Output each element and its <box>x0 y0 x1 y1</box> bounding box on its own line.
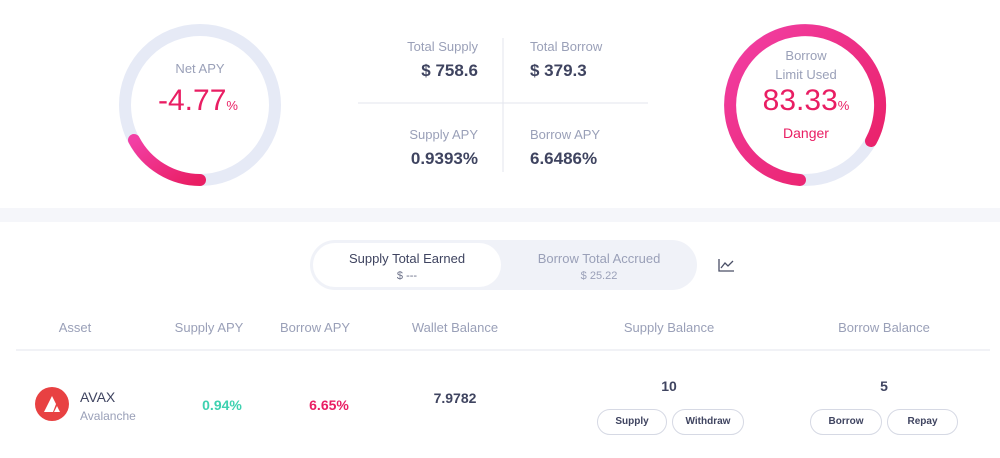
label: Supply APY <box>409 127 478 142</box>
asset-name: Avalanche <box>80 409 136 423</box>
supply-balance: 10 <box>661 378 677 394</box>
label: Borrow <box>785 48 827 63</box>
borrow-limit-arc <box>724 24 887 186</box>
value: 83.33 <box>762 84 838 117</box>
wallet-balance: 7.9782 <box>433 390 477 406</box>
asset-symbol: AVAX <box>80 389 116 405</box>
unit: % <box>226 98 238 113</box>
header: Supply APY <box>174 320 244 335</box>
net-apy-arc <box>128 134 206 186</box>
label: Limit Used <box>775 67 837 82</box>
label: Net APY <box>175 61 225 76</box>
tab-value: $ 25.22 <box>580 270 618 282</box>
label: Total Supply <box>407 39 478 54</box>
repay-button[interactable]: Repay <box>887 409 958 435</box>
section-gap <box>0 208 1000 222</box>
net-apy: -4.77% <box>158 84 238 118</box>
status: Danger <box>783 125 829 141</box>
header: Wallet Balance <box>411 320 499 335</box>
chart-icon[interactable] <box>718 259 734 272</box>
borrow-button[interactable]: Borrow <box>810 409 882 435</box>
withdraw-button[interactable]: Withdraw <box>672 409 744 435</box>
label: Total Borrow <box>530 39 603 54</box>
header: Borrow Balance <box>838 320 930 335</box>
header: Supply Balance <box>623 320 715 335</box>
value: 6.6486% <box>530 149 598 168</box>
header: Asset <box>58 320 92 335</box>
value: -4.77 <box>158 84 227 117</box>
supply-button[interactable]: Supply <box>597 409 667 435</box>
supply-apy: 0.94% <box>202 397 242 413</box>
borrow-limit: 83.33% <box>763 84 850 118</box>
tab-title[interactable]: Borrow Total Accrued <box>537 251 661 266</box>
avax-logo <box>44 396 60 412</box>
value: $ 758.6 <box>421 61 478 80</box>
value: $ 379.3 <box>530 61 587 80</box>
value: 0.9393% <box>410 149 478 168</box>
tab-active[interactable] <box>313 243 501 287</box>
borrow-apy: 6.65% <box>309 397 349 413</box>
tab-title[interactable]: Supply Total Earned <box>348 251 466 266</box>
header: Borrow APY <box>279 320 351 335</box>
borrow-balance: 5 <box>880 378 888 394</box>
unit: % <box>837 98 850 113</box>
tab-value: $ --- <box>396 270 418 282</box>
label: Borrow APY <box>530 127 601 142</box>
